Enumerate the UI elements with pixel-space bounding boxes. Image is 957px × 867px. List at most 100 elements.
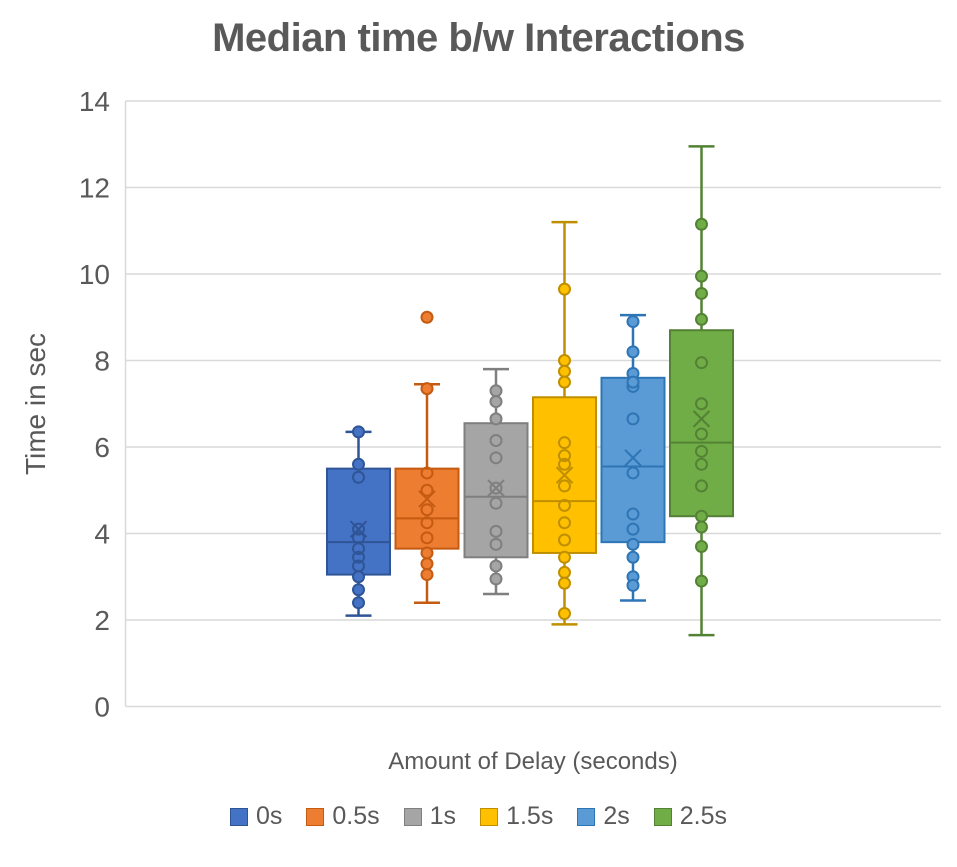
legend-swatch-icon <box>229 807 248 826</box>
legend-item-0.5s[interactable]: 0.5s <box>306 802 380 831</box>
data-point-filled <box>558 576 571 590</box>
legend-swatch-icon <box>403 807 422 826</box>
data-point-filled <box>352 583 365 597</box>
data-point-open <box>420 531 434 545</box>
data-point-open <box>352 550 365 564</box>
data-point-filled <box>626 345 640 359</box>
data-point-filled <box>489 395 503 409</box>
y-tick-label: 6 <box>94 432 110 463</box>
data-point-open <box>626 507 640 521</box>
data-point-open <box>420 503 434 517</box>
data-point-open <box>352 522 365 536</box>
mean-marker <box>624 449 642 467</box>
legend-label: 0s <box>255 802 283 830</box>
legend-item-1s[interactable]: 1s <box>403 802 457 831</box>
data-point-open <box>558 533 571 547</box>
data-point-open <box>695 427 708 441</box>
mean-marker <box>692 410 711 428</box>
legend: 0s 0.5s 1s 1.5s 2s 2.5s <box>0 802 957 831</box>
data-point-open <box>489 481 503 495</box>
data-point-open <box>352 470 365 484</box>
legend-item-0s[interactable]: 0s <box>229 802 283 831</box>
data-point-filled <box>489 559 503 573</box>
data-point-filled <box>352 570 365 584</box>
data-point-filled <box>695 217 708 231</box>
data-point-filled <box>558 607 571 621</box>
chart-title: Median time b/w Interactions <box>212 16 745 60</box>
y-tick-label: 8 <box>94 346 110 377</box>
data-point-open <box>558 436 571 450</box>
legend-label: 2.5s <box>679 802 727 830</box>
data-point-filled <box>626 375 640 389</box>
data-point-open <box>695 356 708 370</box>
data-point-filled <box>558 565 571 579</box>
legend-swatch-icon <box>480 807 499 826</box>
data-point-filled <box>489 412 503 426</box>
data-point-filled <box>489 384 503 398</box>
legend-item-2.5s[interactable]: 2.5s <box>653 802 727 831</box>
legend-label: 1s <box>429 802 457 830</box>
legend-swatch-icon <box>306 807 325 826</box>
box-2s[interactable] <box>600 376 666 544</box>
data-point-open <box>695 457 708 471</box>
data-point-filled <box>558 375 571 389</box>
data-point-open <box>489 451 503 465</box>
legend-item-1.5s[interactable]: 1.5s <box>480 802 553 831</box>
legend-item-2s[interactable]: 2s <box>577 802 630 831</box>
legend-label: 0.5s <box>332 802 380 830</box>
data-point-open <box>489 537 503 551</box>
data-point-open <box>420 483 434 497</box>
data-point-open <box>695 397 708 411</box>
y-tick-label: 14 <box>79 86 110 117</box>
data-point-filled <box>626 537 640 551</box>
data-point-open <box>420 516 434 530</box>
data-point-open <box>352 542 365 556</box>
data-point-open <box>489 434 503 448</box>
y-axis-title: Time in sec <box>20 332 51 476</box>
y-tick-label: 10 <box>79 259 110 290</box>
data-point-filled <box>695 269 708 283</box>
data-point-filled <box>626 315 640 329</box>
legend-label: 2s <box>603 802 630 830</box>
data-point-open <box>626 466 640 480</box>
mean-marker <box>555 466 574 484</box>
data-point-filled <box>558 282 571 296</box>
data-point-open <box>558 516 571 530</box>
data-point-filled <box>420 546 434 560</box>
data-point-filled <box>489 572 503 586</box>
mean-marker <box>487 479 505 497</box>
x-axis-title: Amount of Delay (seconds) <box>388 748 678 775</box>
y-tick-label: 4 <box>94 519 110 550</box>
data-point-open <box>420 466 434 480</box>
data-point-filled <box>626 578 640 592</box>
data-point-filled <box>695 509 708 523</box>
data-point-open <box>558 449 571 463</box>
data-point-open <box>695 444 708 458</box>
data-point-filled <box>352 596 365 610</box>
data-point-open <box>558 457 571 471</box>
data-point-open <box>626 522 640 536</box>
data-point-filled <box>558 364 571 378</box>
data-point-filled <box>558 354 571 367</box>
data-point-filled <box>420 568 434 582</box>
data-point-filled <box>352 457 365 471</box>
data-point-open <box>695 479 708 493</box>
legend-label: 1.5s <box>506 802 554 830</box>
box-0s[interactable] <box>326 467 391 576</box>
data-point-filled <box>626 550 640 564</box>
data-point-filled <box>352 425 365 439</box>
data-point-open <box>626 412 640 426</box>
data-point-open <box>558 479 571 493</box>
data-point-filled <box>695 574 708 588</box>
legend-swatch-icon <box>653 807 672 826</box>
y-tick-label: 12 <box>79 173 110 204</box>
data-point-open <box>558 498 571 512</box>
legend-swatch-icon <box>577 807 596 826</box>
box-0.5s[interactable] <box>394 467 460 550</box>
data-point-filled <box>420 310 434 324</box>
y-tick-label: 2 <box>94 605 110 636</box>
data-point-filled <box>695 312 708 326</box>
data-point-filled <box>558 550 571 564</box>
